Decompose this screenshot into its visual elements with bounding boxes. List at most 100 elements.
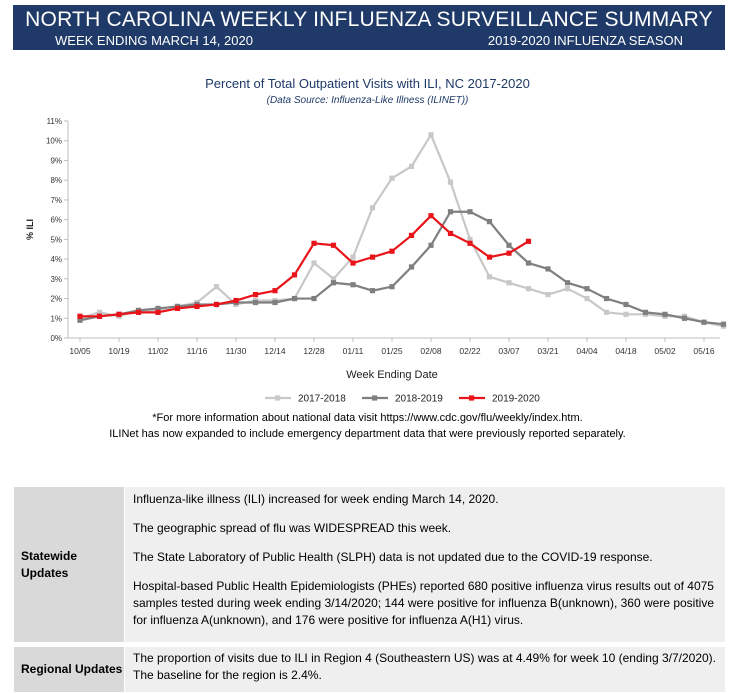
legend-label: 2017-2018 — [298, 394, 346, 405]
series-line-2018-2019 — [79, 210, 724, 326]
x-tick-label: 01/25 — [381, 346, 403, 356]
series-line-2019-2020 — [80, 214, 530, 318]
legend-swatch-marker — [469, 395, 475, 401]
data-point-2017-2018 — [623, 311, 629, 317]
data-point-2019-2020 — [506, 250, 512, 256]
data-point-2019-2020 — [174, 305, 181, 312]
y-tick-label: 9% — [50, 156, 62, 165]
y-tick-label: 1% — [50, 314, 62, 323]
data-point-2019-2020 — [350, 260, 356, 266]
data-point-2018-2019 — [584, 286, 590, 292]
legend-swatch-marker — [275, 395, 281, 401]
data-point-2018-2019 — [155, 305, 161, 312]
data-point-2019-2020 — [408, 232, 415, 239]
data-point-2018-2019 — [506, 242, 512, 248]
statewide-spread-text: The geographic spread of flu was WIDESPR… — [133, 521, 452, 535]
data-point-2019-2020 — [194, 303, 200, 310]
data-point-2018-2019 — [311, 295, 317, 302]
y-tick-label: 2% — [50, 295, 62, 304]
x-tick-label: 02/22 — [459, 346, 481, 356]
data-point-2018-2019 — [77, 317, 83, 323]
data-point-2018-2019 — [642, 309, 649, 315]
data-point-2019-2020 — [389, 248, 395, 254]
data-point-2017-2018 — [467, 236, 473, 242]
y-tick-label: 8% — [50, 176, 62, 185]
x-tick-label: 10/19 — [108, 346, 130, 356]
data-point-2017-2018 — [389, 175, 395, 181]
x-tick-label: 01/11 — [343, 346, 364, 356]
data-point-2019-2020 — [467, 240, 473, 246]
data-point-2018-2019 — [467, 209, 473, 215]
x-tick-label: 11/30 — [226, 346, 247, 356]
updates-table: Statewide Updates Influenza-like illness… — [14, 487, 725, 693]
regional-ili-text: The proportion of visits due to ILI in R… — [133, 651, 717, 682]
data-point-2018-2019 — [545, 266, 551, 272]
data-point-2017-2018 — [506, 280, 512, 286]
x-tick-label: 11/16 — [187, 346, 208, 356]
data-point-2017-2018 — [486, 274, 493, 280]
x-tick-label: 02/08 — [420, 346, 442, 356]
report-banner: NORTH CAROLINA WEEKLY INFLUENZA SURVEILL… — [13, 5, 725, 50]
data-point-2017-2018 — [525, 286, 532, 292]
x-tick-label: 04/18 — [615, 346, 637, 356]
data-point-2018-2019 — [389, 284, 395, 290]
data-point-2017-2018 — [350, 254, 356, 260]
regional-updates-body: The proportion of visits due to ILI in R… — [125, 647, 725, 692]
data-point-2019-2020 — [330, 242, 337, 248]
data-point-2017-2018 — [428, 132, 434, 138]
chart-subtitle: (Data Source: Influenza-Like Illness (IL… — [266, 95, 469, 106]
data-point-2019-2020 — [447, 230, 454, 237]
data-point-2018-2019 — [369, 288, 376, 294]
data-point-2018-2019 — [662, 311, 668, 317]
data-point-2019-2020 — [155, 309, 161, 315]
data-point-2017-2018 — [311, 260, 317, 266]
data-point-2018-2019 — [564, 280, 571, 286]
y-axis-label: % ILI — [25, 219, 35, 240]
data-point-2019-2020 — [96, 313, 103, 319]
data-point-2018-2019 — [447, 209, 454, 215]
data-point-2017-2018 — [408, 163, 415, 169]
data-point-2017-2018 — [96, 309, 103, 315]
x-tick-label: 03/21 — [537, 346, 559, 356]
data-point-2018-2019 — [701, 319, 707, 325]
data-point-2019-2020 — [233, 297, 239, 304]
y-tick-label: 3% — [50, 275, 62, 284]
data-point-2017-2018 — [545, 292, 551, 298]
data-point-2019-2020 — [77, 313, 83, 319]
statewide-slph-text: The State Laboratory of Public Health (S… — [133, 550, 653, 564]
x-tick-label: 12/28 — [303, 346, 325, 356]
data-point-2017-2018 — [369, 205, 376, 211]
data-point-2018-2019 — [720, 321, 727, 327]
x-tick-label: 03/07 — [498, 346, 520, 356]
chart-title: Percent of Total Outpatient Visits with … — [205, 76, 530, 91]
data-point-2018-2019 — [330, 280, 337, 286]
statewide-updates-body: Influenza-like illness (ILI) increased f… — [125, 487, 725, 642]
cdc-info-note: *For more information about national dat… — [152, 412, 583, 424]
y-tick-label: 5% — [50, 235, 62, 244]
y-tick-label: 11% — [47, 117, 62, 126]
x-tick-label: 05/02 — [654, 346, 676, 356]
legend-label: 2019-2020 — [492, 394, 540, 405]
x-tick-label: 12/14 — [264, 346, 286, 356]
data-point-2019-2020 — [486, 254, 493, 260]
data-point-2017-2018 — [213, 284, 220, 290]
statewide-ili-text: Influenza-like illness (ILI) increased f… — [133, 492, 499, 506]
legend-label: 2018-2019 — [395, 394, 443, 405]
x-tick-label: 11/02 — [148, 346, 169, 356]
data-point-2017-2018 — [330, 276, 337, 282]
y-tick-label: 6% — [50, 216, 62, 225]
data-point-2019-2020 — [311, 240, 317, 246]
data-point-2019-2020 — [272, 288, 278, 294]
data-point-2018-2019 — [350, 282, 356, 288]
x-tick-label: 04/04 — [576, 346, 598, 356]
series-line-2017-2018 — [79, 133, 724, 328]
season-label: 2019-2020 INFLUENZA SEASON — [487, 33, 683, 48]
statewide-updates-header: Statewide Updates — [14, 487, 124, 642]
data-point-2018-2019 — [408, 264, 415, 270]
data-point-2019-2020 — [428, 213, 434, 219]
data-point-2018-2019 — [486, 219, 493, 225]
data-point-2018-2019 — [681, 315, 688, 321]
data-point-2019-2020 — [135, 309, 142, 315]
x-tick-label: 10/05 — [69, 346, 91, 356]
data-point-2018-2019 — [525, 260, 532, 266]
